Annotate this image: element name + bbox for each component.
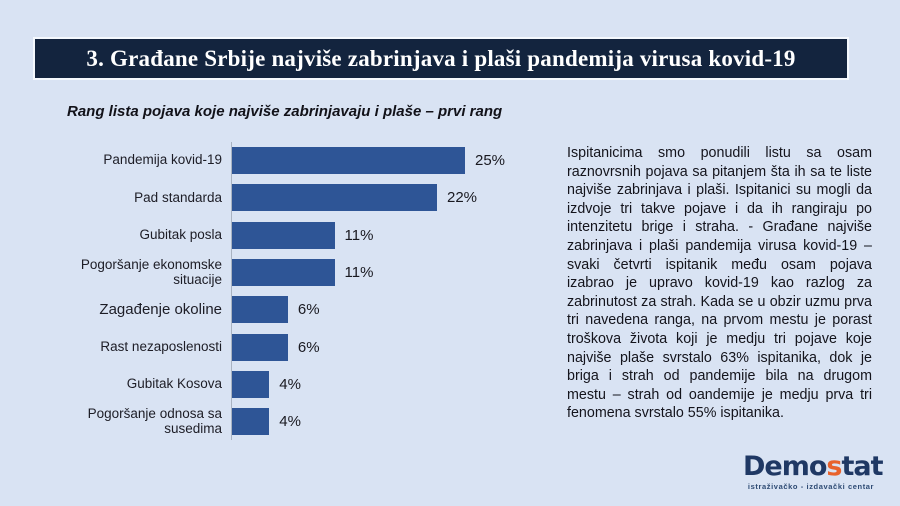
bar (232, 333, 288, 361)
commentary-text: Ispitanicima smo ponudili listu sa osam … (567, 145, 872, 422)
category-label: Pad standarda (134, 189, 222, 205)
bar (232, 370, 270, 398)
logo-part-tat: tat (841, 451, 884, 482)
chart-title: Rang lista pojava koje najviše zabrinjav… (67, 103, 503, 120)
value-label: 25% (475, 152, 506, 170)
value-label: 4% (279, 413, 301, 431)
bar-zone: 6% (231, 291, 536, 329)
value-label: 11% (344, 226, 374, 244)
category-label: Gubitak Kosova (126, 376, 222, 391)
slide-title-bar: 3. Građane Srbije najviše zabrinjava i p… (33, 37, 849, 80)
value-label: 22% (447, 189, 478, 207)
category-label: Rast nezaposlenosti (100, 338, 222, 354)
bar (232, 221, 335, 249)
bar-zone: 25% (231, 142, 536, 180)
category-label: Pandemija kovid-19 (103, 152, 222, 168)
bar (232, 408, 270, 436)
value-label: 6% (297, 301, 320, 319)
bar-zone: 4% (231, 365, 536, 404)
category-label: Gubitak posla (139, 226, 222, 242)
bar (232, 147, 465, 175)
category-label: Zagađenje okoline (99, 300, 222, 318)
value-label: 4% (279, 375, 301, 393)
logo-tagline: istraživačko - izdavački centar (747, 482, 875, 492)
bar-zone: 11% (231, 216, 536, 254)
category-label: Pogoršanje odnosa sa susedima (87, 405, 222, 436)
chart-row: Pogoršanje odnosa sa susedima 4% (36, 403, 536, 441)
category-label: Pogoršanje ekonomske situacije (80, 256, 222, 287)
chart-row: Zagađenje okoline 6% (36, 291, 536, 329)
bar-zone: 6% (231, 328, 536, 366)
logo-wordmark: Demostat (743, 451, 884, 482)
bar-zone: 22% (231, 179, 536, 217)
value-label: 6% (297, 338, 320, 356)
chart-row: Rast nezaposlenosti 6% (36, 328, 536, 366)
demostat-logo: Demostat istraživačko - izdavački centar (743, 451, 884, 492)
bar (232, 296, 288, 324)
bar-zone: 11% (231, 253, 536, 292)
value-label: 11% (344, 264, 374, 282)
bar (232, 259, 335, 287)
logo-part-s: s (826, 451, 842, 482)
chart-row: Gubitak Kosova 4% (36, 365, 536, 404)
chart-row: Pandemija kovid-19 25% (36, 142, 536, 180)
chart-row: Pad standarda 22% (36, 179, 536, 217)
bar-zone: 4% (231, 403, 536, 441)
bar-chart: Pandemija kovid-19 25% Pad standarda 22% Gub… (36, 142, 536, 441)
logo-part-demo: Demo (743, 451, 827, 482)
chart-row: Pogoršanje ekonomske situacije 11% (36, 253, 536, 292)
slide-title: 3. Građane Srbije najviše zabrinjava i p… (86, 45, 796, 71)
bar (232, 184, 437, 212)
chart-row: Gubitak posla 11% (36, 216, 536, 254)
